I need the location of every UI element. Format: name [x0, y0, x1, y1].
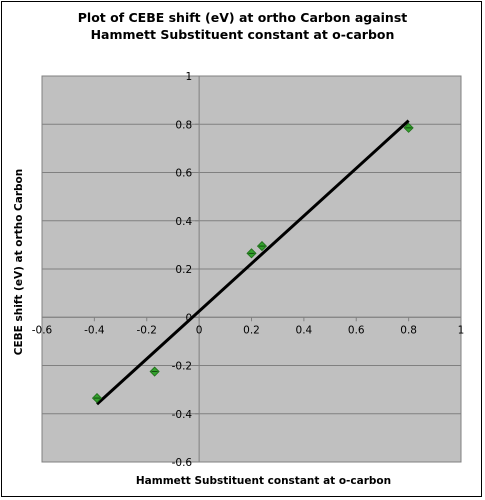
y-tick-label: 0.2: [175, 264, 192, 276]
data-point: [246, 248, 257, 259]
data-point: [403, 122, 414, 133]
data-point: [256, 241, 268, 252]
x-tick-label: -0.6: [32, 324, 53, 336]
tick-labels-layer: -0.6 -0.4 -0.2 0 0.2 0.4 0.6 0.8 1 -0.6 -0.4 -0.2 0 0…: [32, 71, 465, 469]
grid-layer: [42, 75, 461, 463]
y-tick-label: -0.6: [172, 457, 193, 469]
y-tick-label: 0: [185, 312, 192, 324]
y-tick-label: -0.2: [172, 361, 193, 373]
x-tick-label: 0.6: [348, 324, 365, 336]
chart-title: Plot of CEBE shift (eV) at ortho Carbon …: [77, 10, 408, 42]
x-tick-label: 0.2: [243, 324, 260, 336]
data-point: [91, 393, 103, 404]
x-tick-label: 1: [458, 324, 465, 336]
x-tick-label: -0.2: [137, 324, 158, 336]
y-tick-label: -0.4: [172, 409, 193, 421]
x-tick-label: 0.4: [296, 324, 313, 336]
x-tick-label: -0.4: [84, 324, 105, 336]
y-tick-label: 1: [185, 71, 192, 83]
axes-layer: [41, 75, 462, 463]
x-tick-label: 0.8: [400, 324, 417, 336]
data-point: [149, 366, 160, 377]
x-axis-title: Hammett Substituent constant at o-carbon: [136, 475, 391, 487]
y-tick-label: 0.4: [175, 216, 192, 228]
x-tick-label: 0: [196, 324, 203, 336]
y-tick-label: 0.6: [175, 168, 192, 180]
data-points-layer: [91, 122, 414, 404]
y-axis-title: CEBE shift (eV) at ortho Carbon: [13, 169, 25, 355]
trendline: [95, 119, 410, 406]
y-tick-label: 0.8: [175, 119, 192, 131]
trendline-layer: [95, 119, 410, 406]
